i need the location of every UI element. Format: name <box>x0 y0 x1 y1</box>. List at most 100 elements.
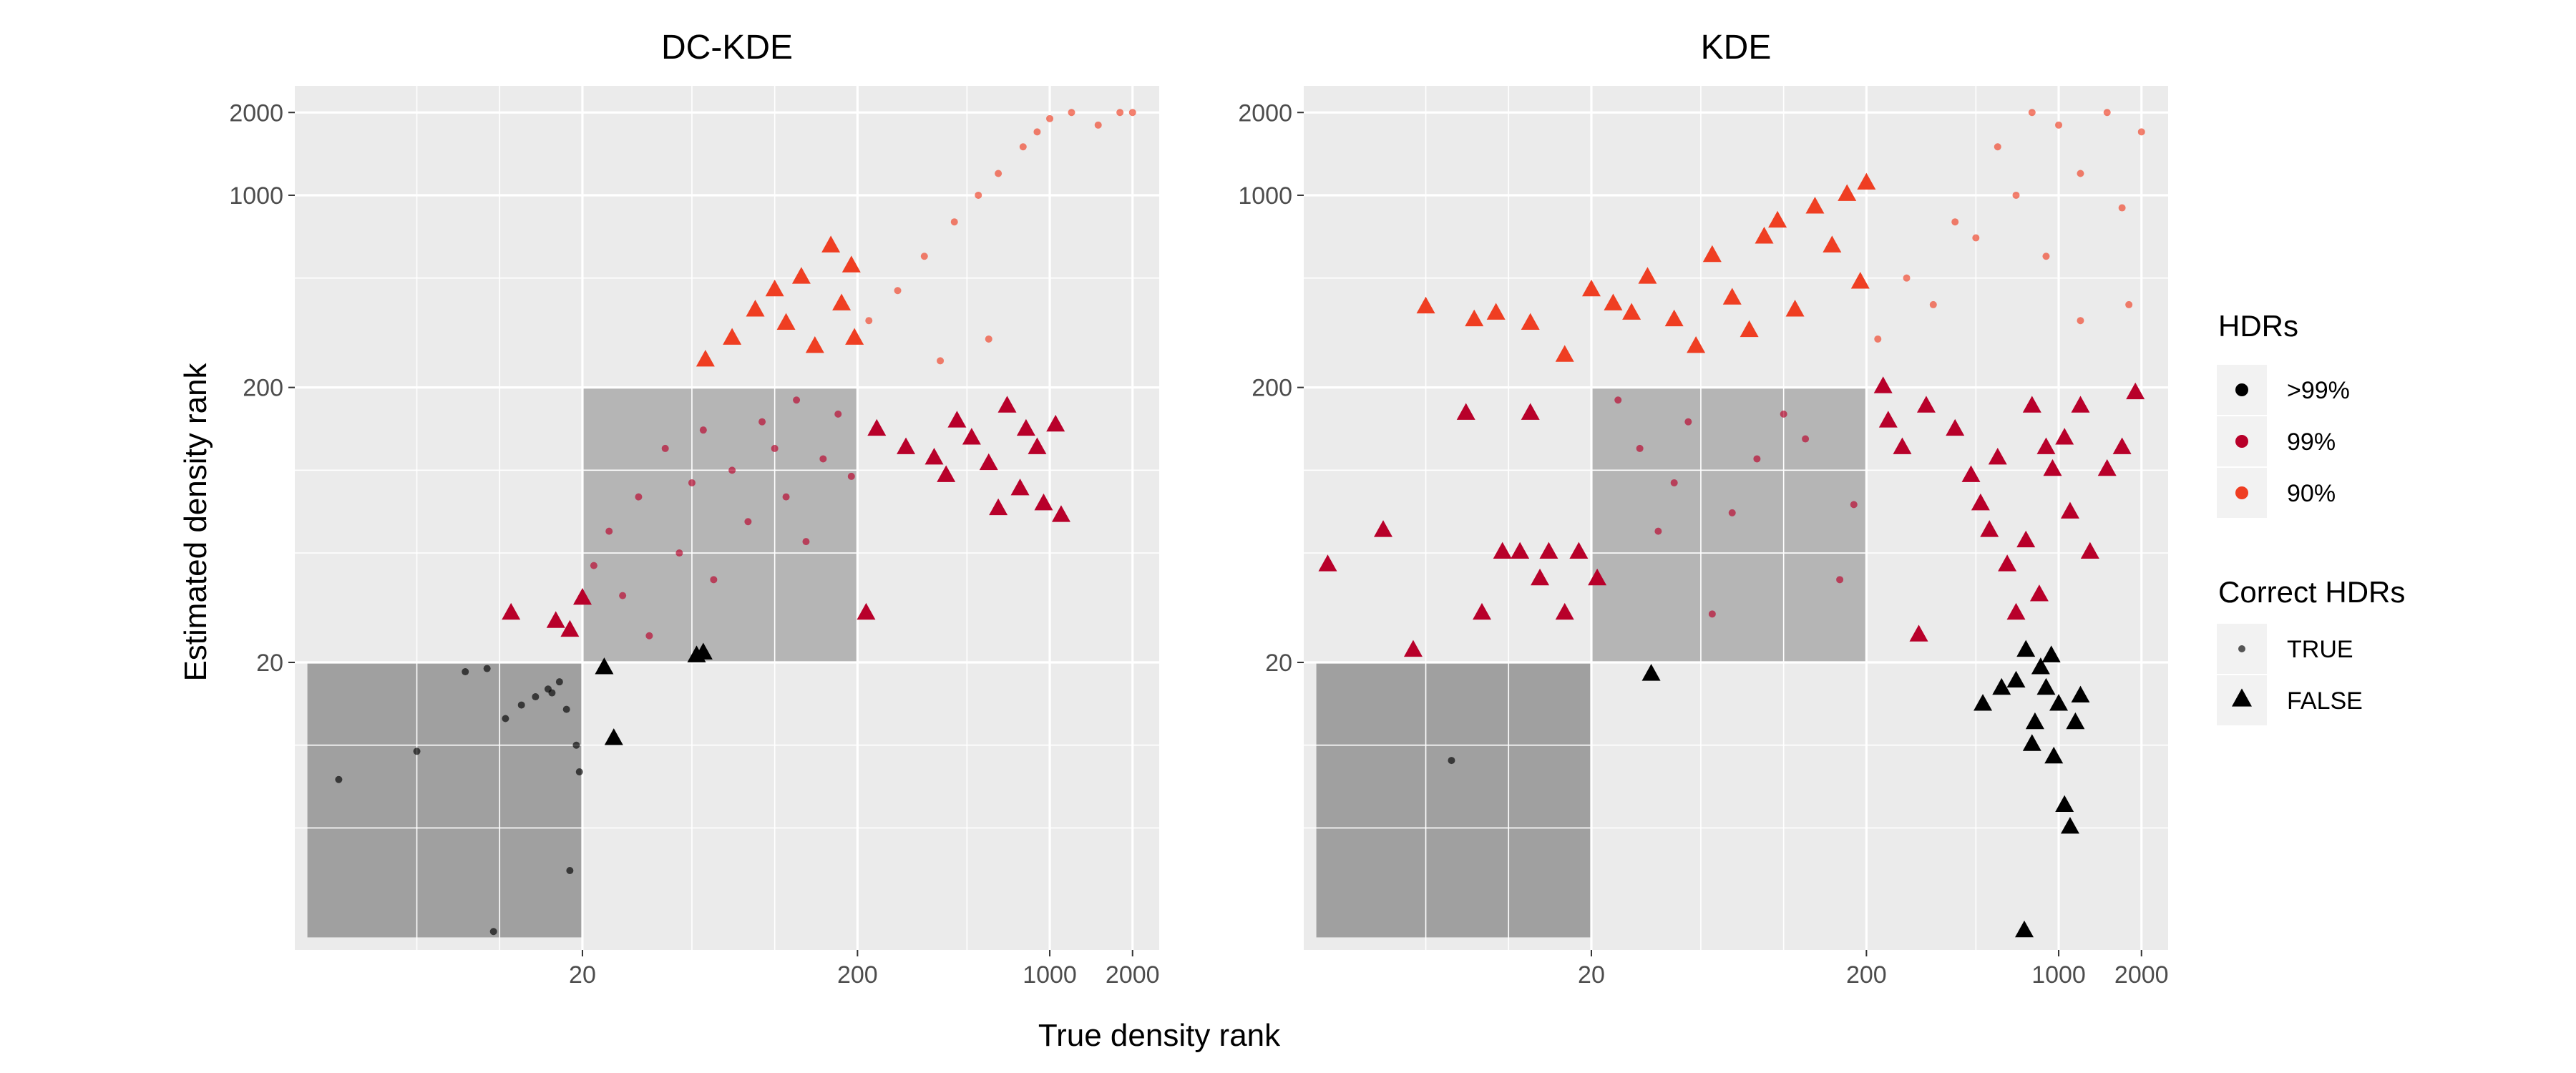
data-point-false <box>1946 418 1965 436</box>
data-point-false <box>1641 664 1661 681</box>
data-point-false <box>1588 568 1607 586</box>
data-point-false <box>595 657 614 675</box>
x-axis-title: True density rank <box>1038 1018 1281 1053</box>
data-point-false <box>1850 272 1870 289</box>
legend-key-dot <box>2235 435 2248 448</box>
legend-key-circle <box>2238 645 2245 652</box>
data-point-true <box>1850 501 1858 509</box>
data-point-false <box>1857 172 1876 190</box>
data-point-false <box>2049 694 2069 711</box>
data-point-true <box>728 466 736 474</box>
data-point-false <box>502 602 521 620</box>
data-point-true <box>699 426 707 434</box>
data-point-true <box>1684 418 1692 426</box>
data-point-true <box>894 287 902 295</box>
data-point-false <box>1873 376 1893 393</box>
grid-lines <box>1304 86 2168 950</box>
legend-key-dot <box>2235 486 2248 499</box>
data-point-false <box>2097 459 2117 476</box>
data-point-true <box>744 518 752 526</box>
data-point-true <box>1636 444 1644 452</box>
data-point-true <box>1654 527 1662 535</box>
data-point-false <box>2055 795 2074 812</box>
data-point-true <box>1836 576 1844 584</box>
data-point-false <box>1034 493 1053 511</box>
data-point-false <box>1740 320 1759 338</box>
data-point-true <box>1994 143 2001 151</box>
data-point-false <box>841 255 861 273</box>
x-tick-label: 2000 <box>2114 961 2169 989</box>
data-point-false <box>2031 657 2050 675</box>
x-axis-ticks: 20 200 1000 2000 <box>1578 950 2169 989</box>
data-point-false <box>2041 645 2061 662</box>
data-point-true <box>2103 109 2111 117</box>
data-point-false <box>821 235 841 253</box>
legend: HDRs >99% 99% 90% Correct HDRs TRUE FALSE <box>2217 309 2405 725</box>
x-tick-label: 200 <box>837 961 878 989</box>
data-point-true <box>847 472 855 480</box>
data-point-false <box>2044 746 2064 764</box>
data-point-true <box>517 701 525 709</box>
data-point-true <box>793 396 801 404</box>
data-point-false <box>867 418 887 436</box>
x-tick-label: 20 <box>569 961 596 989</box>
y-tick-label: 2000 <box>1238 99 1292 127</box>
legend-label-hdr: 99% <box>2287 428 2336 456</box>
data-point-true <box>1068 109 1075 117</box>
x-tick-label: 200 <box>1846 961 1887 989</box>
data-point-false <box>857 602 876 620</box>
data-point-true <box>1802 435 1810 443</box>
data-point-true <box>661 444 669 452</box>
data-point-false <box>2015 920 2034 938</box>
data-point-false <box>1722 288 1742 305</box>
data-point-true <box>782 493 790 501</box>
data-point-false <box>1768 210 1787 228</box>
data-point-false <box>1473 602 1492 620</box>
data-point-false <box>1521 313 1540 330</box>
data-point-true <box>483 665 491 672</box>
data-point-false <box>1416 296 1435 314</box>
x-tick-label: 2000 <box>1106 961 1160 989</box>
data-point-true <box>1753 455 1761 463</box>
x-axis-ticks: 20 200 1000 2000 <box>569 950 1160 989</box>
data-point-true <box>1670 479 1678 486</box>
data-point-false <box>791 267 811 284</box>
data-point-false <box>1531 568 1550 586</box>
data-point-false <box>765 279 784 297</box>
data-point-false <box>1988 447 2007 465</box>
legend-correct-items: TRUE FALSE <box>2217 624 2363 725</box>
data-point-true <box>771 444 779 452</box>
data-point-true <box>462 668 469 676</box>
y-tick-label: 1000 <box>229 182 283 210</box>
data-point-true <box>975 191 982 199</box>
data-point-false <box>1010 479 1030 496</box>
data-point-false <box>805 336 824 353</box>
data-point-false <box>1974 694 1993 711</box>
data-point-false <box>979 453 998 471</box>
data-point-true <box>1614 396 1622 404</box>
data-point-true <box>645 632 653 640</box>
data-point-false <box>2055 428 2074 445</box>
data-point-false <box>1785 300 1805 317</box>
data-point-false <box>604 728 623 745</box>
data-point-false <box>2071 685 2090 703</box>
data-point-true <box>532 693 540 701</box>
data-point-true <box>802 538 810 546</box>
data-point-true <box>413 748 421 755</box>
data-point-false <box>2080 542 2099 559</box>
data-point-false <box>947 411 967 428</box>
data-point-true <box>1951 218 1959 226</box>
data-point-false <box>1028 437 1047 454</box>
data-point-false <box>2006 670 2026 688</box>
data-point-true <box>2055 121 2063 129</box>
data-point-true <box>2012 191 2020 199</box>
data-point-false <box>2016 530 2036 548</box>
data-point-true <box>1903 274 1911 282</box>
data-point-false <box>2071 396 2090 413</box>
y-tick-label: 20 <box>256 650 283 677</box>
data-point-true <box>489 928 497 936</box>
data-point-false <box>845 328 864 345</box>
data-point-true <box>819 455 827 463</box>
data-point-false <box>1838 184 1857 201</box>
